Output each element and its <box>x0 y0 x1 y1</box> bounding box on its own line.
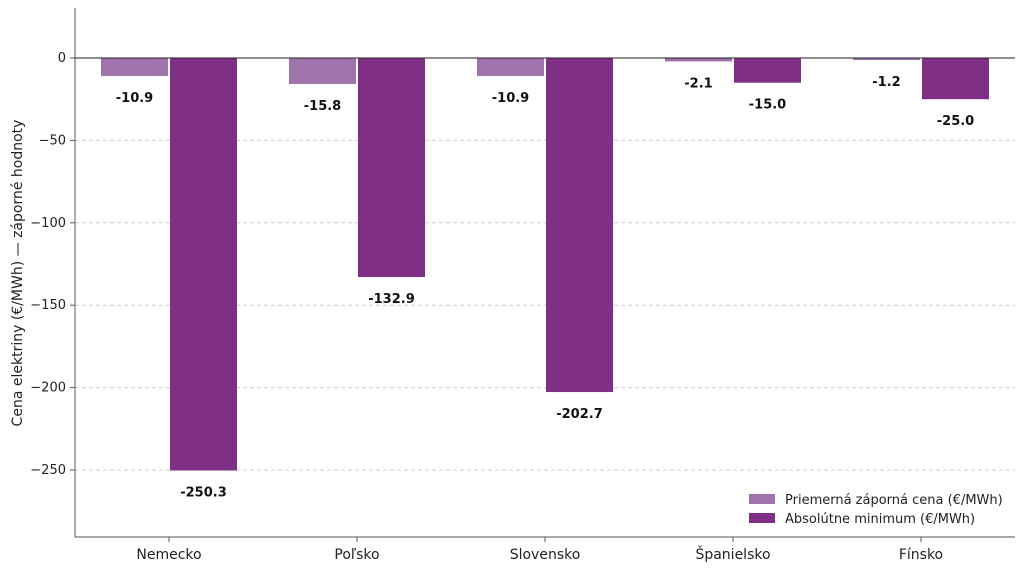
legend-label-average: Priemerná záporná cena (€/MWh) <box>785 493 1003 508</box>
data-label: -25.0 <box>937 114 974 129</box>
bar-average <box>853 58 920 60</box>
bar-minimum <box>734 58 801 83</box>
data-label: -10.9 <box>492 91 529 106</box>
data-label: -132.9 <box>368 292 415 307</box>
x-tick-label: Fínsko <box>899 547 943 563</box>
data-label: -15.0 <box>749 98 786 113</box>
data-label: -202.7 <box>556 407 603 422</box>
bar-minimum <box>546 58 613 393</box>
data-label: -250.3 <box>180 485 227 500</box>
axes: 0 −50 −100 −150 −200 −250 Nemecko Poľsko Slovens… <box>30 8 1015 563</box>
x-tick-label: Poľsko <box>334 547 379 563</box>
y-tick-label: −100 <box>30 216 66 231</box>
bars <box>101 58 989 471</box>
data-labels: -10.9 -250.3 -15.8 -132.9 -10.9 -202.7 -2.1 -15… <box>116 75 974 501</box>
y-tick-label: 0 <box>58 51 66 66</box>
data-label: -15.8 <box>304 99 341 114</box>
y-tick-label: −200 <box>30 381 66 396</box>
bar-minimum <box>922 58 989 100</box>
y-tick-label: −150 <box>30 298 66 313</box>
x-tick-label: Španielsko <box>695 545 770 563</box>
bar-average <box>665 58 732 62</box>
legend: Priemerná záporná cena (€/MWh) Absolútne… <box>749 493 1003 527</box>
x-tick-label: Slovensko <box>510 547 581 563</box>
legend-swatch-minimum <box>749 513 775 523</box>
y-tick-label: −250 <box>30 463 66 478</box>
data-label: -2.1 <box>684 76 712 91</box>
y-axis-title: Cena elektriny (€/MWh) — záporné hodnoty <box>10 120 26 427</box>
bar-minimum <box>358 58 425 278</box>
legend-swatch-average <box>749 494 775 504</box>
data-label: -1.2 <box>872 75 900 90</box>
bar-minimum <box>170 58 237 471</box>
data-label: -10.9 <box>116 91 153 106</box>
x-tick-label: Nemecko <box>136 547 201 563</box>
legend-label-minimum: Absolútne minimum (€/MWh) <box>785 512 975 527</box>
bar-average <box>477 58 544 76</box>
y-tick-label: −50 <box>39 133 66 148</box>
bar-average <box>289 58 356 85</box>
bar-average <box>101 58 168 76</box>
